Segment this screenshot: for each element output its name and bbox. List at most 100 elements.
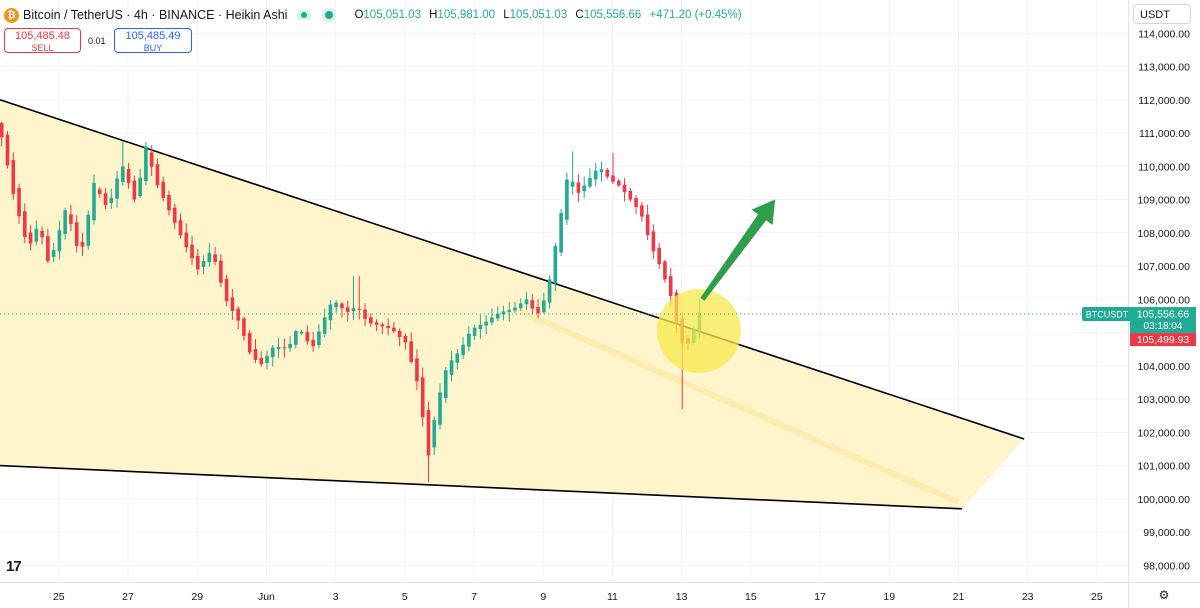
candle-body [599,169,604,173]
candle-body [51,250,56,257]
candle-body [478,324,483,330]
candle-body [553,246,558,284]
candle-body [455,353,460,363]
countdown-label: 03:18:04 [1144,321,1183,332]
candle-body [97,189,102,194]
trendline [0,464,962,510]
y-tick-label: 99,000.00 [1143,527,1190,539]
candle-body [219,260,223,283]
y-tick-label: 110,000.00 [1138,161,1190,173]
candle-body [495,313,500,319]
candle-body [443,370,448,399]
candle-body [149,152,154,167]
candle-body [328,304,333,321]
candle-body [501,311,506,315]
candle-body [22,211,27,237]
candle-body [593,170,598,180]
candle-body [461,344,465,356]
gear-icon[interactable]: ⚙ [1158,588,1170,602]
ohlc-readout: O105,051.03 H105,981.00 L105,051.03 C105… [349,9,741,21]
candle-body [605,169,610,177]
x-tick-label: 25 [53,591,65,603]
candle-body [634,198,638,207]
candle-body [616,180,621,186]
candle-body [397,330,402,338]
x-tick-label: 11 [607,591,618,603]
candle-body [438,392,442,425]
symbol-tag-label: BTCUSDT [1086,310,1129,320]
close-label: C [575,9,584,21]
sell-price: 105,485.48 [14,30,71,42]
candle-body [299,331,304,334]
last-price-tag [1130,307,1196,334]
candle-body [167,195,171,211]
candle-body [201,261,206,268]
eye-icon[interactable] [297,10,312,20]
candle-body [0,123,4,138]
candle-body [645,214,650,236]
candle-body [409,341,413,362]
candle-body [69,214,73,224]
currency-selector[interactable]: USDT [1133,4,1191,24]
spread-value: 0.01 [88,36,106,46]
candle-body [380,324,385,327]
candle-body [253,349,258,360]
buy-button[interactable]: 105,485.49 BUY [114,28,192,53]
candle-body [138,177,142,197]
candle-body [467,333,471,347]
y-tick-label: 112,000.00 [1138,95,1190,107]
candle-body [247,332,252,353]
wedge-fill [0,99,1025,509]
candle-body [565,179,569,220]
candle-body [46,236,50,262]
candle-body [40,230,44,238]
candle-body [432,419,437,448]
candle-body [28,232,33,244]
close-value: 105,556.66 [583,9,642,21]
bid-price-label: 105,499.93 [1137,334,1190,346]
y-tick-label: 114,000.00 [1138,28,1190,40]
candle-body [351,308,356,312]
candle-body [490,317,494,323]
candle-body [403,335,408,343]
buy-label: BUY [143,43,163,53]
y-tick-label: 113,000.00 [1138,62,1190,74]
y-tick-label: 102,000.00 [1137,427,1190,439]
x-tick-label: 27 [122,591,134,603]
candle-body [144,146,148,181]
candle-body [57,230,62,252]
candle-body [622,184,627,193]
change-value: +471.20 (+0.45%) [649,9,742,21]
candle-body [115,178,119,199]
x-tick-label: 7 [471,591,477,603]
candle-body [374,322,379,325]
candle-body [207,252,212,263]
candle-body [524,299,529,305]
candle-body [386,325,390,329]
symbol-title[interactable]: Bitcoin / TetherUS · 4h · BINANCE · Heik… [23,8,288,22]
candle-body [259,358,264,365]
candle-body [507,310,512,313]
market-status-icon[interactable] [325,11,334,19]
y-tick-label: 101,000.00 [1137,461,1190,473]
candle-body [547,279,552,303]
x-tick-label: 21 [953,591,965,603]
tradingview-logo[interactable]: 17 [6,558,22,575]
candle-body [317,331,321,346]
buy-price: 105,485.49 [125,30,181,42]
candle-body [161,181,166,198]
sell-button[interactable]: 105,485.48 SELL [4,28,81,53]
y-tick-label: 100,000.00 [1137,494,1190,506]
candle-body [74,222,79,247]
candle-body [530,300,535,309]
x-tick-label: 5 [402,591,408,603]
candle-body [628,190,633,200]
candle-body [663,261,667,280]
candle-body [305,332,310,342]
candle-body [657,247,661,265]
candle-body [668,276,673,296]
candle-body [542,300,546,313]
open-label: O [354,9,364,21]
